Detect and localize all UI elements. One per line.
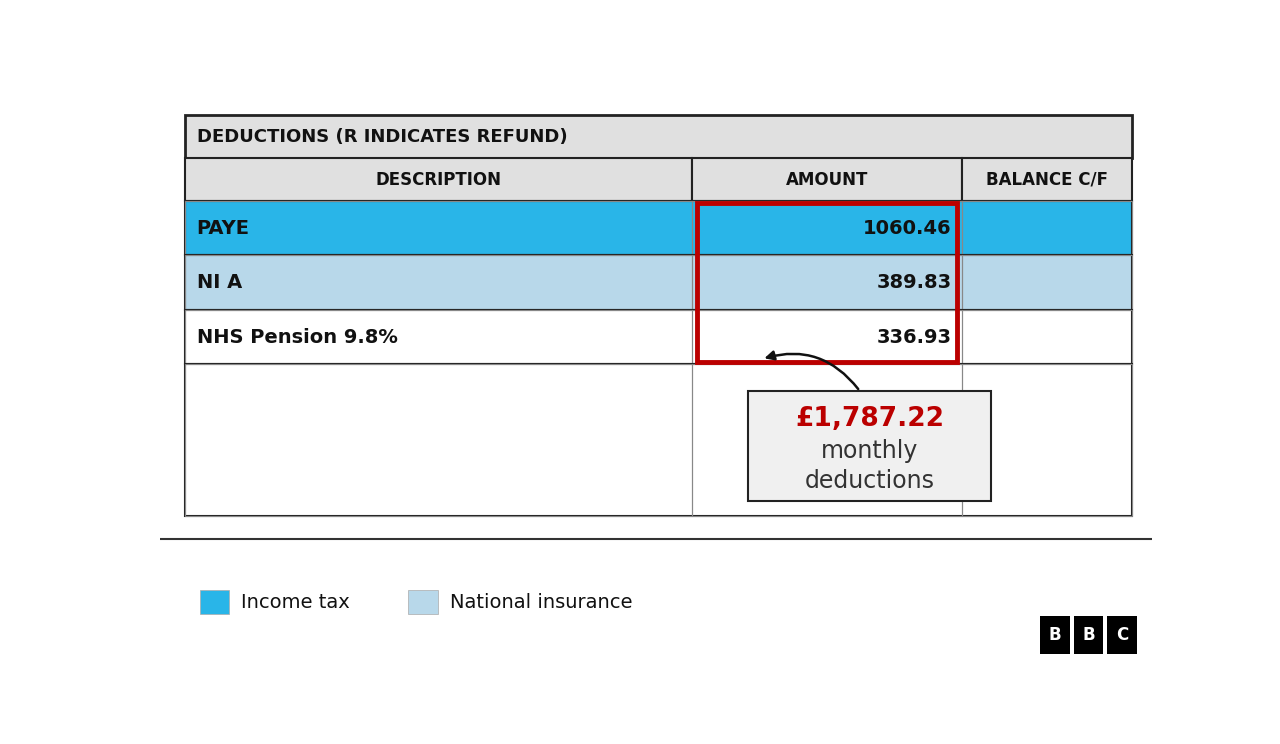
Bar: [184, 158, 691, 201]
Bar: [184, 201, 1133, 255]
Text: B: B: [1048, 626, 1061, 644]
Bar: [961, 255, 1133, 310]
Bar: [184, 115, 1133, 158]
Text: AMOUNT: AMOUNT: [786, 170, 868, 188]
Text: C: C: [1116, 626, 1129, 644]
Bar: [691, 158, 961, 201]
Text: NHS Pension 9.8%: NHS Pension 9.8%: [197, 327, 398, 347]
Bar: [1074, 616, 1103, 653]
Bar: [184, 365, 691, 516]
Text: 389.83: 389.83: [877, 273, 952, 292]
Text: DESCRIPTION: DESCRIPTION: [375, 170, 502, 188]
Bar: [184, 310, 691, 365]
Bar: [691, 255, 961, 310]
Text: deductions: deductions: [805, 469, 934, 493]
Text: 336.93: 336.93: [877, 327, 952, 347]
Text: DEDUCTIONS (R INDICATES REFUND): DEDUCTIONS (R INDICATES REFUND): [197, 127, 567, 146]
Bar: [691, 201, 961, 255]
Bar: [961, 158, 1133, 201]
Bar: [691, 310, 961, 365]
Bar: [749, 391, 991, 501]
Bar: [184, 255, 1133, 310]
Bar: [961, 310, 1133, 365]
Bar: [961, 365, 1133, 516]
Bar: [184, 310, 1133, 365]
Text: B: B: [1082, 626, 1094, 644]
Bar: [184, 255, 691, 310]
Bar: [961, 201, 1133, 255]
Text: £1,787.22: £1,787.22: [795, 405, 945, 432]
Bar: [1107, 616, 1137, 653]
Text: monthly: monthly: [822, 440, 919, 464]
Bar: [691, 365, 961, 516]
Text: BALANCE C/F: BALANCE C/F: [986, 170, 1108, 188]
Bar: [1039, 616, 1070, 653]
Bar: [184, 201, 691, 255]
Text: National insurance: National insurance: [449, 592, 632, 612]
Bar: [408, 590, 438, 614]
Text: NI A: NI A: [197, 273, 242, 292]
Bar: [200, 590, 229, 614]
Bar: [696, 203, 956, 362]
Text: Income tax: Income tax: [242, 592, 351, 612]
Text: 1060.46: 1060.46: [863, 219, 952, 237]
Text: PAYE: PAYE: [197, 219, 250, 237]
Bar: [184, 365, 1133, 516]
